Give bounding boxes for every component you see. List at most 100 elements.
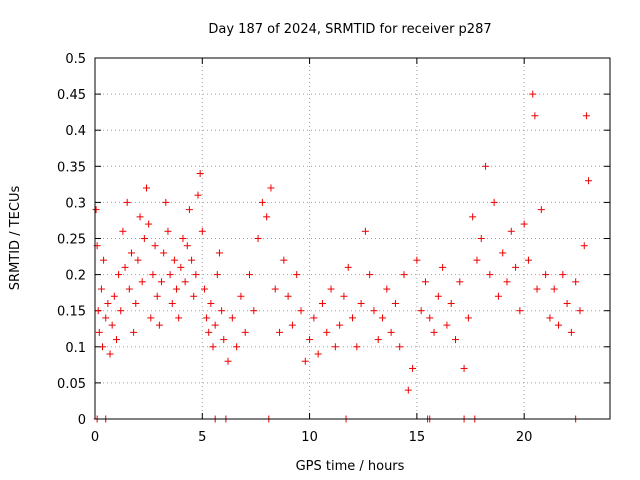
data-point [117, 307, 125, 315]
data-point [136, 213, 144, 221]
data-point [434, 292, 442, 300]
data-point [173, 285, 181, 293]
plot-frame [94, 57, 611, 420]
data-point [430, 328, 438, 336]
data-point [215, 249, 223, 257]
data-point [383, 285, 391, 293]
data-point [181, 278, 189, 286]
data-point [237, 292, 245, 300]
data-point [443, 321, 451, 329]
data-point [452, 336, 459, 344]
data-point [486, 271, 494, 279]
y-tick-label: 0.2 [65, 269, 86, 284]
data-point [533, 285, 541, 293]
data-point [196, 170, 204, 178]
y-tick-label: 0.4 [65, 124, 86, 139]
data-point [421, 278, 429, 286]
data-point [192, 271, 200, 279]
data-point [344, 263, 352, 271]
data-point [112, 336, 120, 344]
data-point [572, 278, 580, 286]
data-point [396, 343, 404, 351]
data-point [301, 357, 309, 365]
data-point [318, 299, 326, 307]
data-point [580, 242, 588, 250]
data-point [546, 314, 554, 322]
data-point [151, 242, 159, 250]
data-point [280, 256, 288, 264]
data-point [250, 307, 258, 315]
data-point [469, 213, 477, 221]
data-point [205, 328, 213, 336]
data-point [336, 321, 344, 329]
x-tick-label: 10 [301, 430, 318, 445]
data-point [464, 314, 472, 322]
data-point [379, 314, 387, 322]
x-tick-label: 5 [198, 430, 206, 445]
y-tick-label: 0.25 [57, 233, 86, 248]
data-point [102, 314, 110, 322]
data-point [132, 299, 140, 307]
data-point [276, 328, 284, 336]
data-point [218, 307, 226, 315]
data-point [211, 321, 219, 329]
data-point [168, 299, 176, 307]
y-tick-label: 0.1 [65, 341, 86, 356]
data-point [97, 285, 105, 293]
data-point [400, 271, 408, 279]
data-point [140, 235, 148, 242]
data-point [241, 328, 249, 336]
data-point [366, 271, 374, 279]
data-point [188, 256, 196, 264]
data-point [185, 206, 193, 214]
data-point [100, 256, 108, 264]
data-point [391, 299, 399, 307]
data-point [170, 256, 178, 264]
data-point [209, 343, 217, 351]
data-point [94, 307, 102, 315]
data-point [198, 227, 206, 235]
data-point [99, 343, 107, 351]
data-point [183, 242, 191, 250]
data-point [531, 112, 539, 120]
data-point [95, 328, 103, 336]
data-point [228, 314, 236, 322]
y-tick-label: 0 [78, 413, 86, 428]
data-point [153, 292, 161, 300]
data-point [542, 271, 550, 279]
data-point [499, 249, 507, 257]
data-point [477, 235, 485, 242]
data-point [537, 206, 545, 214]
data-point [349, 314, 356, 322]
data-point [147, 314, 155, 322]
data-point [194, 191, 202, 199]
data-point [297, 307, 305, 315]
data-point [127, 249, 135, 257]
data-point [149, 271, 157, 279]
x-axis-label: GPS time / hours [296, 459, 405, 474]
axis-ticks: 0 0.05 0.1 0.15 0.2 0.25 0.3 0.35 0.4 0.45 0.5 0 5 10… [57, 52, 610, 445]
data-point [550, 285, 558, 293]
data-point [582, 112, 590, 120]
data-point [426, 314, 434, 322]
data-point [447, 299, 455, 307]
data-point [143, 184, 150, 192]
data-point [567, 328, 575, 336]
data-point [263, 213, 271, 221]
grid [95, 58, 610, 419]
data-point [92, 206, 100, 214]
data-point [271, 285, 279, 293]
data-point [164, 227, 172, 235]
data-point [490, 198, 498, 206]
data-point [104, 299, 112, 307]
data-point [106, 350, 114, 358]
data-point [293, 271, 301, 279]
data-point [110, 292, 118, 300]
data-point [323, 328, 331, 336]
y-axis-label: SRMTID / TECUs [8, 186, 23, 291]
data-point [162, 198, 170, 206]
data-points [92, 90, 593, 423]
data-point [327, 285, 335, 293]
data-point [576, 307, 584, 315]
